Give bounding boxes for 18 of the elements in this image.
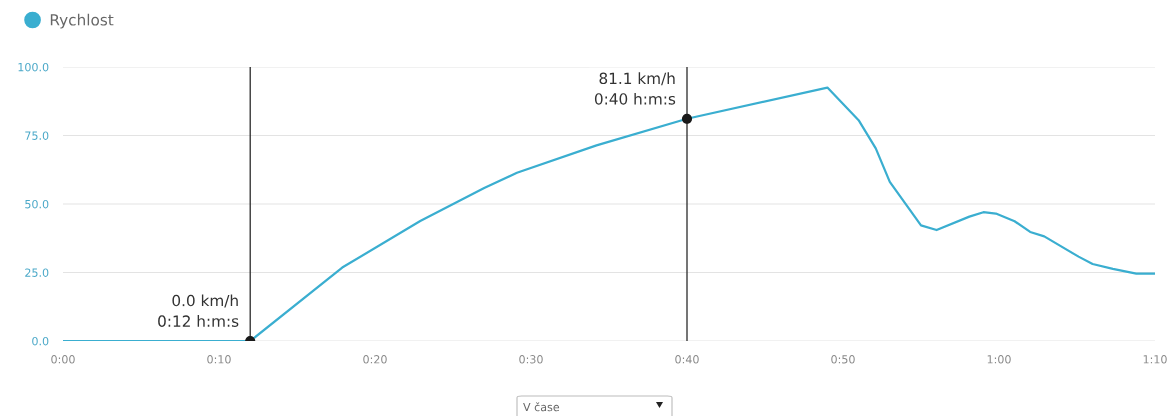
legend-label: Rychlost [50,13,114,29]
x-tick-label: 0:00 [51,355,75,364]
annotation: 81.1 km/h 0:40 h:m:s [594,72,676,105]
x-tick-label: 0:50 [831,355,855,364]
y-tick-label: 25.0 [25,268,49,277]
y-tick-label: 75.0 [25,131,49,140]
x-tick-label: 1:00 [987,355,1011,364]
y-tick-label: 0.0 [32,336,49,346]
x-tick-label: 0:20 [363,355,387,364]
annotation: 0.0 km/h 0:12 h:m:s [158,294,239,327]
y-tick-label: 50.0 [25,199,49,209]
x-tick-label: 0:10 [207,355,231,364]
line-series [63,86,1155,341]
x-tick-label: 0:40 [675,355,699,364]
y-tick-label: 100.0 [18,62,49,72]
x-tick-label: 0:30 [519,355,543,364]
x-tick-label: 1:10 [1143,355,1167,364]
text: V čase [523,402,560,412]
